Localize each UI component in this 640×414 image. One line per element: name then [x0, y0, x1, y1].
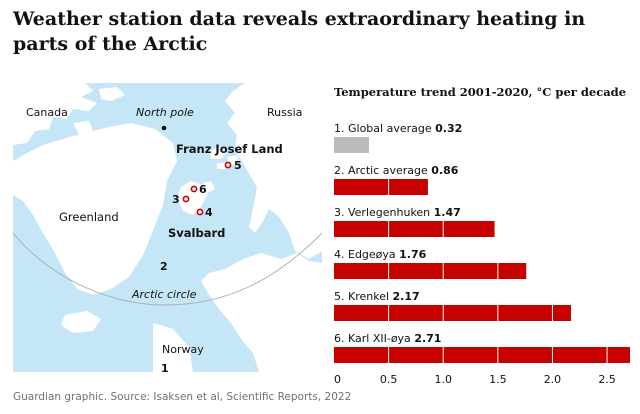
station-4-marker: [196, 208, 204, 216]
iceland-land: [61, 311, 101, 333]
bar-chart-svg: 1. Global average 0.32 2. Arctic average …: [334, 122, 630, 386]
category-label: 5. Krenkel 2.17: [334, 290, 420, 303]
bar: [334, 263, 527, 279]
station-6-label: 6: [199, 183, 207, 196]
russia-label: Russia: [267, 106, 303, 119]
franz-josef-land-label: Franz Josef Land: [176, 142, 283, 156]
north-pole-dot: [161, 125, 167, 131]
station-1-label: 1: [161, 362, 169, 375]
bar: [334, 179, 428, 195]
station-3-label: 3: [172, 193, 180, 206]
station-2-label: 2: [160, 260, 168, 273]
category-label: 4. Edgeøya 1.76: [334, 248, 427, 261]
north-pole-label: North pole: [136, 106, 194, 119]
canada-island: [99, 87, 125, 101]
greenland-land: [13, 123, 177, 295]
tick-label: 1.0: [434, 373, 452, 386]
category-label: 3. Verlegenhuken 1.47: [334, 206, 461, 219]
franz-josef-land: [217, 163, 225, 169]
svalbard-land: [177, 181, 207, 215]
station-5-marker: [224, 161, 232, 169]
tick-label: 2.0: [544, 373, 562, 386]
scandinavia-land: [201, 253, 322, 372]
category-label: 6. Karl XII-øya 2.71: [334, 332, 441, 345]
svalbard-label: Svalbard: [168, 226, 226, 240]
bar: [334, 347, 630, 363]
canada-land: [13, 83, 97, 145]
svalbard-island: [203, 181, 215, 193]
category-label: 2. Arctic average 0.86: [334, 164, 459, 177]
station-3-marker: [182, 195, 190, 203]
source-note: Guardian graphic. Source: Isaksen et al,…: [13, 391, 352, 403]
russia-land: [225, 83, 322, 259]
bar: [334, 137, 369, 153]
tick-label: 0.5: [380, 373, 398, 386]
canada-label: Canada: [26, 106, 68, 119]
arctic-circle-label: Arctic circle: [132, 288, 197, 301]
station-4-label: 4: [205, 206, 213, 219]
canada-island: [73, 121, 93, 135]
bar-chart: 1. Global average 0.32 2. Arctic average …: [334, 100, 634, 390]
station-5-label: 5: [234, 159, 242, 172]
greenland-label: Greenland: [59, 210, 119, 224]
norway-coast: [153, 323, 193, 372]
arctic-circle-line: [13, 232, 322, 306]
category-label: 1. Global average 0.32: [334, 122, 462, 135]
station-6-marker: [190, 185, 198, 193]
franz-josef-land: [209, 147, 227, 159]
bar: [334, 305, 572, 321]
arctic-map: Canada North pole Russia Franz Josef Lan…: [13, 83, 322, 375]
headline: Weather station data reveals extraordina…: [13, 8, 586, 55]
map-graphic: [13, 83, 322, 372]
novaya-zemlya-land: [249, 179, 275, 233]
tick-label: 1.5: [489, 373, 507, 386]
tick-label: 2.5: [598, 373, 616, 386]
tick-label: 0: [334, 373, 341, 386]
norway-label: Norway: [162, 343, 204, 356]
chart-title: Temperature trend 2001-2020, °C per deca…: [334, 85, 627, 99]
bar: [334, 221, 495, 237]
